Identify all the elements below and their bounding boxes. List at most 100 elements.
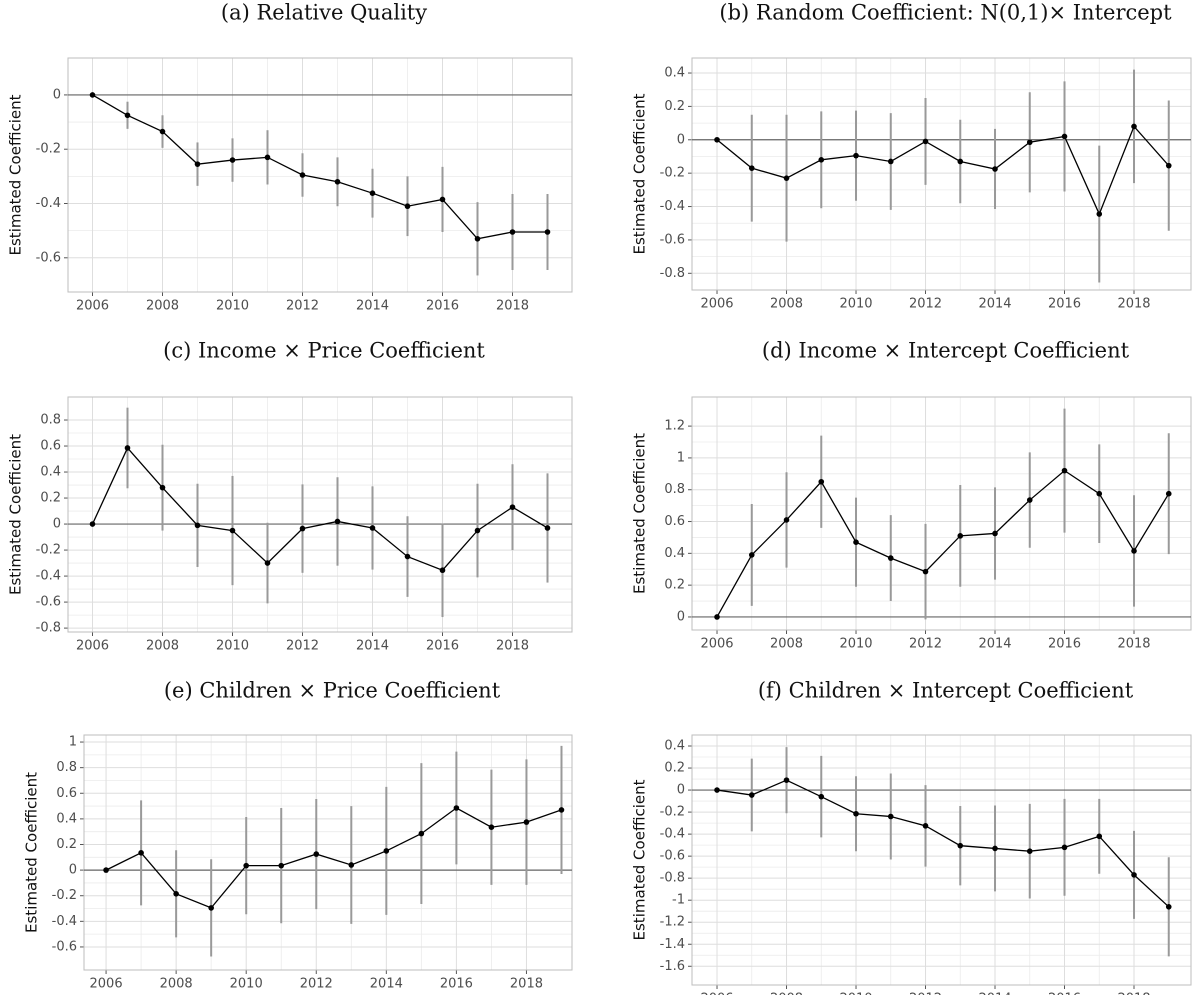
point xyxy=(922,823,929,829)
y-tick-label: -0.8 xyxy=(660,266,685,281)
point xyxy=(334,178,341,185)
y-tick-label: -1.4 xyxy=(660,937,685,952)
panel: (a) Relative Quality Estimated Coefficien… xyxy=(7,1,573,314)
point xyxy=(1061,133,1068,140)
point xyxy=(714,614,720,620)
y-tick-label: -0.6 xyxy=(660,232,685,247)
point xyxy=(264,154,271,161)
point xyxy=(922,568,929,575)
y-tick-label: 0.2 xyxy=(56,837,77,852)
y-tick-label: -0.2 xyxy=(52,888,77,903)
y-tick-label: -0.6 xyxy=(660,849,685,864)
point xyxy=(957,533,964,539)
y-tick-label: -1.6 xyxy=(660,959,685,974)
y-tick-label: -0.6 xyxy=(36,595,61,610)
y-tick-label: 0 xyxy=(53,517,61,532)
point xyxy=(783,175,790,181)
x-tick-label: 2014 xyxy=(978,992,1011,995)
x-tick-label: 2016 xyxy=(1048,637,1081,652)
x-tick-label: 2014 xyxy=(978,637,1011,652)
y-tick-label: -0.6 xyxy=(36,250,61,265)
x-tick-label: 2012 xyxy=(909,297,942,312)
x-tick-label: 2006 xyxy=(76,299,109,314)
point xyxy=(138,850,144,856)
y-tick-label: 0 xyxy=(69,863,77,878)
y-axis-label: Estimated Coefficient xyxy=(631,433,649,594)
y-tick-label: 0.4 xyxy=(56,811,77,826)
point xyxy=(1131,123,1137,130)
point xyxy=(957,158,964,165)
x-tick-label: 2012 xyxy=(286,299,319,314)
panel-title: (d) Income × Intercept Coefficient xyxy=(762,339,1130,363)
point xyxy=(523,819,530,825)
plot-frame xyxy=(67,57,573,293)
point xyxy=(348,862,355,868)
point xyxy=(783,777,790,783)
x-tick-label: 2018 xyxy=(496,639,529,654)
x-tick-label: 2008 xyxy=(770,637,803,652)
panel-title: (c) Income × Price Coefficient xyxy=(163,339,485,363)
point xyxy=(922,138,929,145)
y-tick-label: -0.8 xyxy=(36,621,61,636)
point xyxy=(818,793,825,800)
y-axis-label: Estimated Coefficient xyxy=(631,779,649,940)
point xyxy=(243,862,249,869)
point xyxy=(1061,467,1068,474)
point xyxy=(1061,844,1068,851)
point xyxy=(818,157,825,163)
x-tick-label: 2018 xyxy=(1117,637,1150,652)
y-tick-label: 1 xyxy=(69,735,77,750)
x-tick-label: 2012 xyxy=(909,637,942,652)
plot-frame xyxy=(691,396,1192,631)
point xyxy=(439,567,446,574)
point xyxy=(404,203,411,210)
point xyxy=(369,525,376,531)
y-tick-label: 0.4 xyxy=(40,465,61,480)
x-tick-label: 2006 xyxy=(700,637,733,652)
point xyxy=(853,539,859,546)
y-tick-label: 0.2 xyxy=(664,761,685,776)
x-tick-label: 2010 xyxy=(216,299,249,314)
x-tick-label: 2008 xyxy=(770,992,803,995)
series-line xyxy=(716,125,1170,216)
point xyxy=(229,527,236,534)
x-tick-label: 2016 xyxy=(1048,297,1081,312)
y-tick-label: 0 xyxy=(677,783,685,798)
point xyxy=(992,845,998,852)
y-tick-label: 0.4 xyxy=(664,66,685,81)
y-tick-label: -0.4 xyxy=(52,914,77,929)
x-tick-label: 2014 xyxy=(356,639,389,654)
point xyxy=(208,905,214,911)
x-tick-label: 2010 xyxy=(839,992,872,995)
point xyxy=(278,862,285,869)
y-tick-label: -1 xyxy=(672,893,685,908)
point xyxy=(1131,872,1137,878)
point xyxy=(229,157,236,163)
point xyxy=(714,787,720,793)
point xyxy=(173,891,179,897)
y-tick-label: -0.4 xyxy=(660,199,685,214)
point xyxy=(818,478,825,485)
y-tick-label: -0.2 xyxy=(660,166,685,181)
point xyxy=(853,810,859,817)
panel-title: (e) Children × Price Coefficient xyxy=(164,679,501,703)
x-tick-label: 2018 xyxy=(1117,992,1150,995)
point xyxy=(544,229,551,235)
y-tick-label: 0.2 xyxy=(40,491,61,506)
x-tick-label: 2018 xyxy=(496,299,529,314)
y-tick-label: 0 xyxy=(677,132,685,147)
x-tick-label: 2008 xyxy=(770,297,803,312)
y-tick-label: 1 xyxy=(677,450,685,465)
point xyxy=(264,560,271,566)
y-tick-label: 0.6 xyxy=(56,786,77,801)
point xyxy=(544,525,551,531)
point xyxy=(1026,139,1033,146)
panel-title: (b) Random Coefficient: N(0,1)× Intercep… xyxy=(719,1,1172,25)
y-tick-label: -0.4 xyxy=(660,827,685,842)
y-tick-label: 1.2 xyxy=(664,419,685,434)
point xyxy=(992,166,998,172)
point xyxy=(1026,497,1033,503)
x-tick-label: 2016 xyxy=(440,977,473,992)
y-axis-label: Estimated Coefficient xyxy=(631,93,649,254)
x-tick-label: 2006 xyxy=(700,297,733,312)
